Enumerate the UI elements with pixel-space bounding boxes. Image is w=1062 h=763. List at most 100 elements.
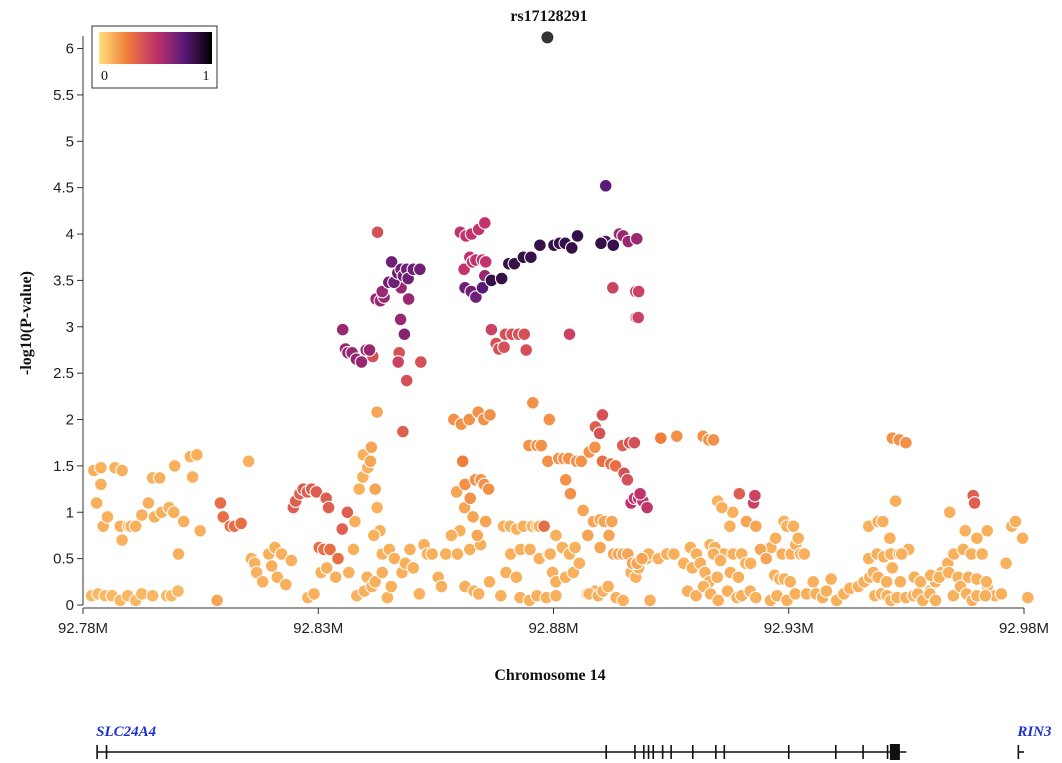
snp-point xyxy=(593,540,607,555)
snp-points xyxy=(84,178,1035,608)
exon-block xyxy=(889,744,900,760)
snp-point xyxy=(595,408,610,422)
snp-point xyxy=(384,579,399,594)
snp-point xyxy=(620,472,635,487)
snp-point xyxy=(470,528,485,543)
snp-point xyxy=(731,570,746,585)
snp-point xyxy=(558,472,573,487)
snp-point xyxy=(588,440,602,455)
snp-point xyxy=(321,500,336,515)
snp-point xyxy=(549,588,563,603)
snp-point xyxy=(471,587,486,601)
lead-snp xyxy=(541,31,554,44)
snp-point xyxy=(348,514,362,529)
snp-point xyxy=(483,408,497,422)
snp-point xyxy=(481,482,496,496)
snp-point xyxy=(616,593,630,608)
snp-point xyxy=(806,574,821,589)
snp-point xyxy=(94,477,108,492)
y-tick-label: 3 xyxy=(66,319,74,336)
snp-point xyxy=(145,588,160,603)
snp-point xyxy=(732,486,747,501)
snp-point xyxy=(748,590,763,605)
snp-point xyxy=(509,570,524,585)
snp-point xyxy=(364,440,379,455)
snp-point xyxy=(128,519,143,534)
snp-point xyxy=(152,471,167,485)
snp-point xyxy=(493,588,508,603)
snp-point xyxy=(323,542,337,557)
snp-point xyxy=(210,593,224,608)
snp-point xyxy=(602,528,616,543)
snp-point xyxy=(444,528,459,543)
snp-point xyxy=(341,565,356,580)
snp-point xyxy=(366,528,381,543)
snp-point xyxy=(783,574,798,589)
snp-point xyxy=(403,542,417,557)
snp-point xyxy=(393,312,408,327)
snp-point xyxy=(629,231,644,246)
snp-point xyxy=(928,593,943,608)
snp-point xyxy=(786,519,801,534)
snp-point xyxy=(517,327,532,342)
snp-point xyxy=(396,424,410,439)
snp-point xyxy=(706,433,721,447)
snp-point xyxy=(549,528,563,543)
snp-point xyxy=(669,429,684,444)
snp-point xyxy=(434,579,449,594)
snp-point xyxy=(190,447,204,462)
snp-point xyxy=(631,310,646,325)
snp-point xyxy=(570,229,585,243)
snp-point xyxy=(606,238,621,253)
snp-point xyxy=(748,519,763,534)
snp-point xyxy=(715,500,729,515)
snp-point xyxy=(885,561,900,575)
snp-point xyxy=(340,505,355,520)
snp-point xyxy=(354,355,369,369)
y-tick-label: 0.5 xyxy=(53,551,74,568)
snp-point xyxy=(413,355,428,369)
x-tick-label: 92.83M xyxy=(293,620,343,637)
snp-point xyxy=(875,514,890,529)
snp-point xyxy=(791,531,806,546)
snp-point xyxy=(370,500,384,515)
snp-point xyxy=(975,547,989,561)
y-tick-label: 2.5 xyxy=(53,365,74,382)
snp-point xyxy=(643,593,657,608)
snp-point xyxy=(534,438,549,453)
snp-point xyxy=(193,523,208,538)
snp-point xyxy=(710,570,725,585)
snp-point xyxy=(576,503,590,518)
snp-point xyxy=(438,547,453,561)
gene-label: SLC24A4 xyxy=(96,724,157,740)
snp-point xyxy=(1020,590,1035,605)
snp-point xyxy=(401,292,416,306)
snp-point xyxy=(788,587,803,601)
snp-point xyxy=(171,584,185,598)
snp-point xyxy=(375,284,390,299)
snp-point xyxy=(631,284,646,299)
snp-point xyxy=(462,412,477,427)
snp-point xyxy=(888,494,903,508)
snp-point xyxy=(134,508,149,522)
snp-point xyxy=(274,547,289,561)
legend-min-label: 0 xyxy=(101,69,108,84)
y-tick-label: 4 xyxy=(66,226,74,243)
snp-point xyxy=(713,553,728,568)
snp-point xyxy=(640,500,654,515)
snp-point xyxy=(723,519,737,534)
lead-snp-point xyxy=(541,31,554,44)
snp-point xyxy=(563,486,578,501)
snp-point xyxy=(523,542,537,557)
snp-point xyxy=(307,587,321,601)
snp-point xyxy=(284,553,299,568)
snp-point xyxy=(115,533,129,547)
snp-point xyxy=(967,496,982,510)
snp-point xyxy=(482,574,497,589)
y-axis: 0 0.5 1 1.5 2 2.5 3 3.5 4 4.5 5 5.5 6 xyxy=(53,36,84,614)
y-tick-label: 1 xyxy=(66,504,74,521)
snp-point xyxy=(979,574,994,589)
snp-point xyxy=(234,516,248,531)
snp-point xyxy=(883,531,897,546)
